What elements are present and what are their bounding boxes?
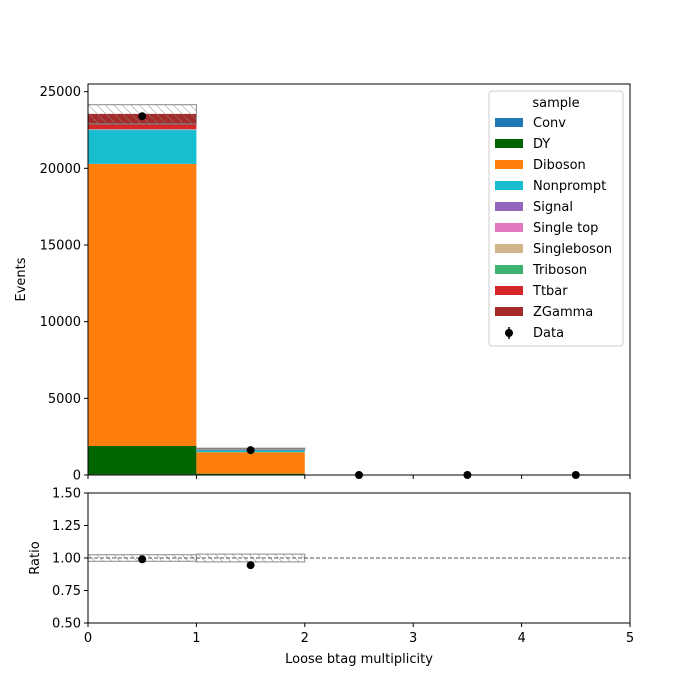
bar-dy-bin-1	[196, 473, 305, 475]
legend-label-nonprompt: Nonprompt	[533, 179, 606, 194]
legend-swatch-nonprompt	[495, 181, 523, 190]
legend-label-conv: Conv	[533, 116, 566, 131]
legend-swatch-triboson	[495, 265, 523, 274]
x-tick-label: 5	[626, 631, 634, 646]
x-tick-label: 3	[409, 631, 417, 646]
ratio-point	[138, 555, 147, 564]
ratio-y-tick-label: 0.75	[52, 584, 81, 599]
ratio-y-tick-label: 1.25	[52, 519, 81, 534]
x-tick-label: 4	[517, 631, 525, 646]
x-tick-label: 1	[192, 631, 200, 646]
y-tick-label: 10000	[40, 315, 81, 330]
legend-swatch-dy	[495, 139, 523, 148]
legend-label-dy: DY	[533, 137, 550, 152]
x-tick-label: 2	[301, 631, 309, 646]
legend-swatch-conv	[495, 118, 523, 127]
legend-title: sample	[532, 96, 579, 111]
y-tick-label: 5000	[48, 392, 81, 407]
legend-swatch-diboson	[495, 160, 523, 169]
bar-diboson-bin-0	[88, 163, 197, 447]
x-tick-label: 0	[84, 631, 92, 646]
legend-data-marker	[505, 329, 513, 337]
legend-label-single-top: Single top	[533, 221, 598, 236]
data-point	[138, 112, 147, 121]
ratio-y-tick-label: 1.00	[52, 552, 81, 567]
legend-swatch-singleboson	[495, 244, 523, 253]
legend-label-zgamma: ZGamma	[533, 305, 593, 320]
ratio-y-tick-label: 0.50	[52, 617, 81, 632]
ratio-panel: 0.50 0.75 1.00 1.25 1.50 0 1 2 3 4 5 Ratio Loose bta…	[28, 487, 634, 668]
legend-frame	[488, 90, 624, 347]
legend-swatch-single-top	[495, 223, 523, 232]
legend-label-ttbar: Ttbar	[532, 284, 568, 299]
legend-label-diboson: Diboson	[533, 158, 586, 173]
ratio-y-axis-label: Ratio	[28, 541, 43, 574]
legend-swatch-signal	[495, 202, 523, 211]
legend-label-signal: Signal	[533, 200, 573, 215]
y-tick-label: 20000	[40, 162, 81, 177]
x-axis-label: Loose btag multiplicity	[285, 652, 433, 667]
legend-label-data: Data	[533, 326, 564, 341]
legend-swatch-ttbar	[495, 286, 523, 295]
main-panel: 0 5000 10000 15000 20000 25000 Events sample Con…	[14, 83, 631, 484]
legend-label-triboson: Triboson	[532, 263, 587, 278]
y-tick-label: 15000	[40, 239, 81, 254]
ratio-point	[246, 561, 255, 570]
legend-label-singleboson: Singleboson	[533, 242, 612, 257]
bar-ttbar-bin-0	[88, 124, 197, 130]
bar-diboson-bin-1	[196, 452, 305, 474]
bar-nonprompt-bin-0	[88, 130, 197, 164]
y-axis-label: Events	[14, 257, 29, 301]
main-axes-frame	[87, 83, 631, 476]
data-point	[246, 446, 255, 455]
legend-swatch-zgamma	[495, 307, 523, 316]
legend: sample Conv DY Diboson Nonprompt Signal Single…	[488, 90, 624, 347]
bar-dy-bin-0	[88, 446, 197, 475]
y-tick-label: 25000	[40, 85, 81, 100]
ratio-y-tick-label: 1.50	[52, 487, 81, 502]
y-tick-label: 0	[73, 469, 81, 484]
